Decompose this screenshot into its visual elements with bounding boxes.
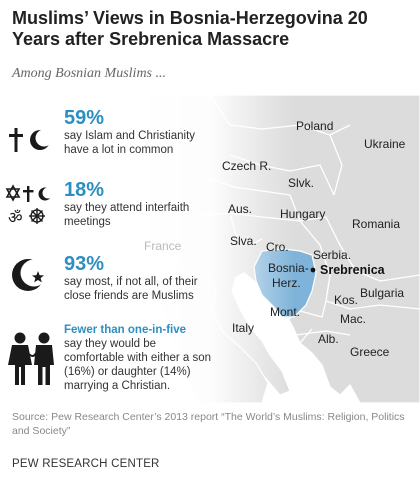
label-hungary: Hungary xyxy=(280,207,326,221)
fact-interfaith-meetings: 18% say they attend interfaith meetings xyxy=(64,179,274,229)
label-greece: Greece xyxy=(350,345,390,359)
label-ukraine: Ukraine xyxy=(364,137,406,151)
crescent-star-icon xyxy=(12,259,48,291)
fact-lead: Fewer than one-in-five xyxy=(64,324,187,336)
page-title: Muslims’ Views in Bosnia-Herzegovina 20 … xyxy=(12,8,368,49)
fact-close-friends: 93% say most, if not all, of their close… xyxy=(64,253,274,303)
fact-pct: 59% xyxy=(64,107,105,129)
fact-text: say they attend interfaith meetings xyxy=(64,202,190,228)
label-serbia: Serbia. xyxy=(313,248,352,262)
label-bulgaria: Bulgaria xyxy=(360,286,405,300)
couple-icon xyxy=(8,332,54,385)
label-croatia: Cro. xyxy=(266,240,289,254)
map-fade-overlay xyxy=(0,95,420,403)
label-macedonia: Mac. xyxy=(340,312,367,326)
label-romania: Romania xyxy=(352,217,401,231)
label-kosovo: Kos. xyxy=(334,293,359,307)
interfaith-symbols-icon: ॐ xyxy=(5,184,54,227)
label-bosnia-line1: Bosnia- xyxy=(268,261,309,275)
label-austria: Aus. xyxy=(228,202,253,216)
label-slovakia: Slvk. xyxy=(288,176,315,190)
label-poland: Poland xyxy=(296,119,334,133)
fact-text: say most, if not all, of their close fri… xyxy=(64,276,198,302)
cross-crescent-icon xyxy=(9,128,53,152)
label-france: France xyxy=(144,239,182,253)
svg-text:ॐ: ॐ xyxy=(8,208,23,227)
label-srebrenica: Srebrenica xyxy=(320,263,385,277)
fact-text: say Islam and Christianity have a lot in… xyxy=(64,130,196,156)
brand-footer: PEW RESEARCH CENTER xyxy=(12,458,160,470)
label-montenegro: Mont. xyxy=(270,305,301,319)
subtitle: Among Bosnian Muslims ... xyxy=(12,66,166,81)
fact-islam-christianity: 59% say Islam and Christianity have a lo… xyxy=(64,107,274,157)
label-albania: Alb. xyxy=(318,332,339,346)
label-czech: Czech R. xyxy=(222,159,272,173)
label-slovenia: Slva. xyxy=(230,234,257,248)
fact-pct: 18% xyxy=(64,179,105,201)
source-note: Source: Pew Research Center’s 2013 repor… xyxy=(12,411,405,437)
label-italy: Italy xyxy=(232,321,255,335)
fact-marriage: Fewer than one-in-five say they would be… xyxy=(64,323,274,393)
map-panel: Poland Ukraine Czech R. Slvk. Aus. Hunga… xyxy=(0,95,420,403)
fact-pct: 93% xyxy=(64,253,105,275)
label-bosnia-line2: Herz. xyxy=(272,276,301,290)
fact-text: say they would be comfortable with eithe… xyxy=(64,338,212,392)
